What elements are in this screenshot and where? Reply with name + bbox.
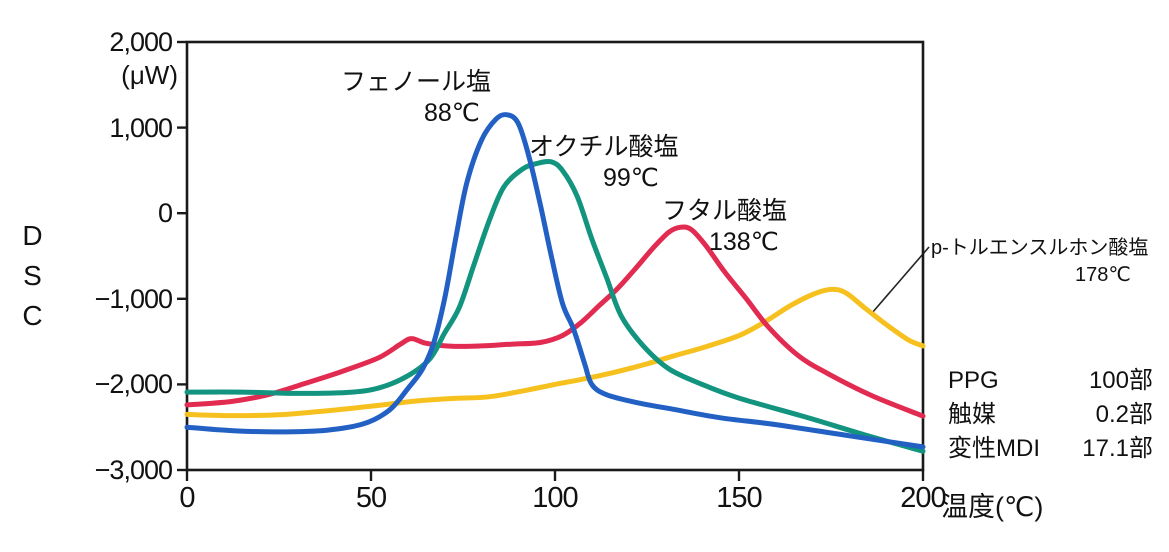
curve-octylate: [184, 158, 926, 454]
annotation-phthalate-peak-temp: 138℃: [709, 228, 779, 256]
tosylate-pointer-line: [871, 246, 930, 314]
y-tick-label: 1,000: [109, 112, 173, 143]
x-tick-label: 0: [179, 482, 195, 514]
annotation-octylate-name: オクチル酸塩: [529, 133, 679, 161]
legend-modified-mdi-label: 変性MDI: [948, 435, 1040, 462]
formulation-legend: PPG 100部 触媒 0.2部 変性MDI 17.1部: [948, 364, 1153, 466]
plot-border: [185, 40, 925, 472]
legend-catalyst-value: 0.2部: [1095, 401, 1153, 428]
legend-row-catalyst: 触媒 0.2部: [948, 398, 1153, 432]
legend-ppg-label: PPG: [948, 367, 999, 394]
y-axis-title: DSC: [17, 220, 48, 340]
legend-ppg-value: 100部: [1088, 367, 1153, 394]
y-tick-label: 0: [157, 198, 173, 229]
legend-modified-mdi-value: 17.1部: [1082, 435, 1153, 462]
x-tick-label: 150: [716, 482, 762, 514]
legend-row-modified-mdi: 変性MDI 17.1部: [948, 432, 1153, 466]
y-axis-unit: (μW): [121, 60, 178, 90]
y-tick-label: −2,000: [94, 369, 173, 400]
annotation-tosylate-peak-temp: 178℃: [1075, 264, 1131, 286]
curve-phthalate: [184, 224, 926, 419]
y-tick-label: −3,000: [94, 455, 173, 485]
curve-phenolate: [184, 112, 926, 450]
annotation-phthalate-name: フタル酸塩: [662, 197, 788, 225]
annotation-phenolate-name: フェノール塩: [341, 68, 492, 96]
curve-tosylate: [184, 286, 926, 419]
y-tick-label: 2,000: [109, 27, 173, 57]
x-tick-label: 200: [900, 482, 946, 514]
x-tick-label: 100: [532, 482, 578, 514]
legend-row-ppg: PPG 100部: [948, 364, 1153, 398]
annotation-tosylate-name: p-トルエンスルホン酸塩: [931, 237, 1149, 259]
x-axis-title: 温度(℃): [941, 492, 1044, 522]
x-tick-label: 50: [355, 482, 387, 514]
legend-catalyst-label: 触媒: [948, 401, 996, 428]
annotation-phenolate-peak-temp: 88℃: [424, 99, 480, 127]
annotation-octylate-peak-temp: 99℃: [603, 164, 659, 192]
y-tick-label: −1,000: [94, 283, 173, 314]
